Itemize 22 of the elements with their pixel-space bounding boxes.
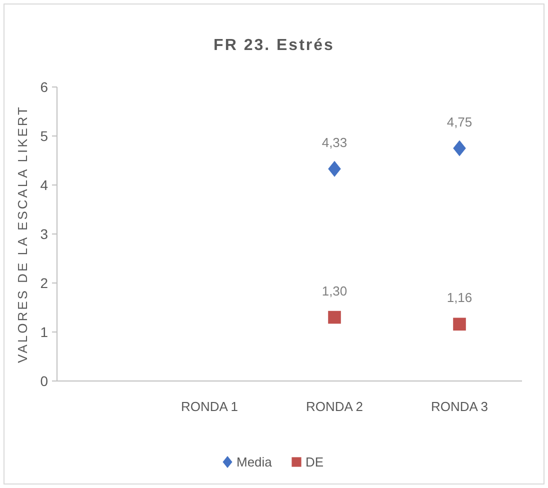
data-label: 4,33 [322, 134, 348, 150]
point [328, 160, 341, 177]
data-label: 1,30 [322, 283, 348, 298]
y-tick-label: 5 [40, 128, 48, 144]
y-tick-label: 1 [40, 324, 48, 340]
point [453, 140, 466, 156]
y-tick-label: 4 [40, 176, 48, 193]
chart-title: FR 23. Estrés [214, 37, 334, 54]
x-tick-label: RONDA 1 [180, 399, 238, 414]
data-label: 4,75 [446, 114, 472, 130]
point [453, 318, 466, 331]
y-tick-label: 3 [40, 226, 48, 242]
legend-label: Media [236, 454, 273, 470]
y-tick-label: 0 [40, 372, 48, 389]
y-tick-label: 2 [40, 274, 48, 291]
legend-label: DE [306, 454, 324, 470]
x-tick-label: RONDA 3 [430, 399, 488, 414]
x-tick-label: RONDA 2 [306, 399, 364, 414]
y-tick-label: 6 [40, 78, 48, 95]
data-label: 1,16 [446, 290, 472, 306]
point [328, 310, 341, 324]
y-axis-title: VALORES DE LA ESCALA LIKERT [15, 104, 30, 364]
